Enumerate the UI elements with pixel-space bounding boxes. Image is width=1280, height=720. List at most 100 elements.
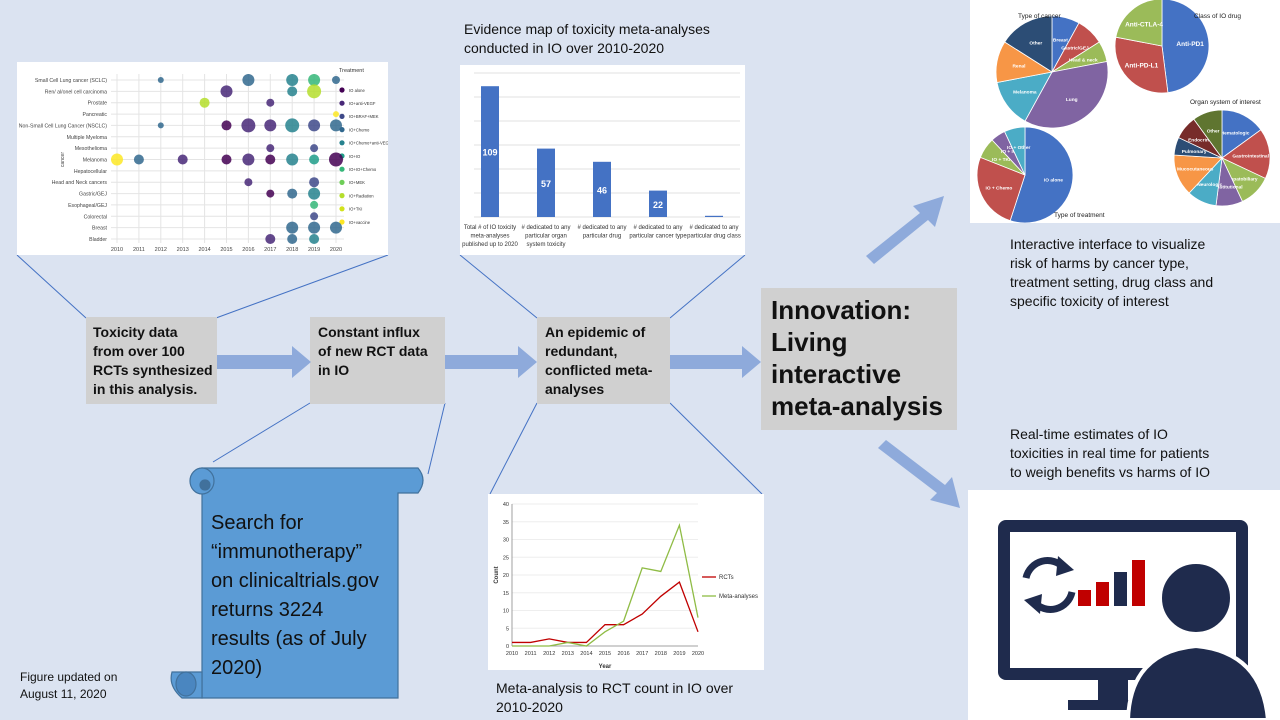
pie-slice-label: Hematologic (1221, 130, 1250, 136)
pie-slice-label: IO + IO (1001, 149, 1017, 155)
bubble-point (310, 200, 319, 209)
bar-category-label: particular drug (583, 234, 621, 240)
bubble-legend-swatch (339, 100, 345, 106)
line-x-tick-label: 2019 (673, 651, 685, 657)
pie-slice-label: Pulmonary (1182, 149, 1207, 155)
pie-title: Type of cancer (1018, 13, 1061, 20)
bubble-y-axis-label: cancer (60, 152, 66, 167)
bubble-chart-panel: Small Cell Lung cancer (SCLC) Ren/ al/one… (17, 62, 388, 255)
bubble-point (177, 154, 188, 165)
bubble-legend-swatch (339, 193, 345, 199)
bubble-x-tick-label: 2017 (264, 247, 276, 253)
pie-slice (1161, 0, 1210, 94)
bar-category-label: meta-analyses (470, 234, 509, 240)
bubble-y-tick-label: Pancreatic (82, 112, 107, 118)
bubble-point (221, 154, 232, 165)
pie-slice-label: Mucocutaneous (1177, 167, 1214, 173)
bar-category-label: # dedicated to any (689, 225, 738, 231)
bubble-chart: Small Cell Lung cancer (SCLC) Ren/ al/one… (19, 68, 388, 253)
arrow-up-right-icon (866, 196, 944, 264)
bubble-y-tick-label: Multiple Myeloma (67, 135, 107, 141)
line-x-tick-label: 2020 (692, 651, 704, 657)
bar (649, 190, 667, 217)
line-x-tick-label: 2017 (636, 651, 648, 657)
bubble-legend-swatch (339, 113, 345, 119)
line-series-meta-analyses (512, 523, 699, 647)
bubble-legend-label: IO+Chemo+anti-VEGF (349, 141, 388, 146)
line-x-tick-label: 2012 (543, 651, 555, 657)
bar-graph-icon (1078, 560, 1145, 606)
bar (537, 148, 555, 217)
line-y-tick-label: 35 (503, 520, 509, 526)
line-chart: 0 5 10 15 20 25 30 35 40 2010 2011 2012 2013 2014 2015… (494, 502, 758, 670)
bubble-point (242, 74, 255, 86)
line-x-tick-label: 2015 (599, 651, 611, 657)
bubble-point (310, 212, 319, 221)
line-y-tick-label: 25 (503, 555, 509, 561)
bubble-legend-label: IO+Chemo (349, 127, 370, 132)
rct-influx-box: Constant influx of new RCT data in IO (310, 317, 445, 404)
user-icon (1125, 560, 1271, 720)
pie-charts: Breast Gastric/GEJ Head & neck Lung Melanoma… (976, 0, 1271, 223)
bubble-x-tick-label: 2015 (220, 247, 232, 253)
pie-slice (1193, 109, 1223, 160)
line-y-tick-label: 30 (503, 538, 509, 544)
pie-slice-label: Lung (1066, 97, 1078, 103)
bar (593, 161, 611, 217)
pie-slice-label: Constitutional (1210, 184, 1242, 190)
bubble-point (111, 153, 123, 166)
bubble-point (266, 189, 275, 198)
realtime-caption: Real-time estimates of IO toxicities in … (1010, 426, 1210, 480)
line-x-tick-label: 2016 (617, 651, 629, 657)
bubble-y-tick-label: Hepatocellular (74, 169, 107, 175)
bubble-x-tick-label: 2010 (111, 247, 123, 253)
pie-title: Class of IO drug (1194, 13, 1241, 20)
bubble-x-tick-label: 2011 (133, 247, 145, 253)
bubble-point (133, 154, 144, 165)
bubble-legend-label: IO+anti-VEGF (349, 101, 376, 106)
ma-rct-caption: Meta-analysis to RCT count in IO over 20… (496, 680, 734, 715)
pie-slice-label: Other (1207, 129, 1220, 135)
bubble-point (287, 234, 298, 244)
bar-value-label: 46 (597, 185, 607, 195)
arrow-down-right-icon (878, 440, 960, 508)
bar-chart-panel: 109 Total # of IO toxicity meta-analyses pu… (460, 65, 745, 255)
bubble-point (309, 177, 320, 188)
pie-slice-label: IO + Chemo (986, 185, 1013, 191)
pie-slice (1115, 0, 1163, 47)
pie-title: Type of treatment (1054, 212, 1105, 219)
monitor-user-icon (998, 520, 1271, 720)
bubble-point (266, 144, 275, 153)
bubble-legend-title: Treatment (339, 68, 364, 74)
pie-slice-label: IO alone (1044, 178, 1063, 184)
pie-charts-panel: Breast Gastric/GEJ Head & neck Lung Melanoma… (970, 0, 1280, 223)
pie-slice (1004, 126, 1026, 176)
bubble-point (308, 187, 321, 200)
pie-slice (1024, 61, 1109, 129)
pie-slice (1004, 15, 1053, 73)
bubble-point (329, 152, 343, 167)
pie-slice-label: Endocrine (1188, 138, 1212, 144)
bubble-legend-label: IO+vaccine (349, 220, 371, 225)
bar-category-label: # dedicated to any (633, 225, 682, 231)
bubble-y-tick-label: Prostate (88, 101, 107, 107)
bubble-legend-label: IO+IO (349, 154, 361, 159)
pie-slice-label: Hepatobiliary (1227, 176, 1258, 182)
pie-slice-label: IO + TKI (992, 157, 1011, 163)
bubble-point (286, 74, 299, 86)
bubble-x-tick-label: 2013 (177, 247, 189, 253)
bubble-point (332, 76, 340, 84)
bubble-point (309, 234, 320, 244)
bubble-legend-label: IO+BRAF+MEK (349, 114, 379, 119)
line-x-tick-label: 2010 (506, 651, 518, 657)
bubble-point (244, 178, 253, 187)
bar-category-label: particular drug class (687, 234, 741, 240)
bubble-legend-swatch (339, 166, 345, 172)
arrow-right-icon (217, 346, 311, 378)
line-y-tick-label: 15 (503, 591, 509, 597)
interactive-caption: Interactive interface to visualize risk … (1010, 236, 1214, 309)
bubble-x-tick-label: 2020 (330, 247, 342, 253)
bar-category-label: system toxicity (526, 242, 565, 248)
bubble-x-tick-label: 2019 (308, 247, 320, 253)
bar-chart: 109 Total # of IO toxicity meta-analyses pu… (462, 72, 741, 248)
